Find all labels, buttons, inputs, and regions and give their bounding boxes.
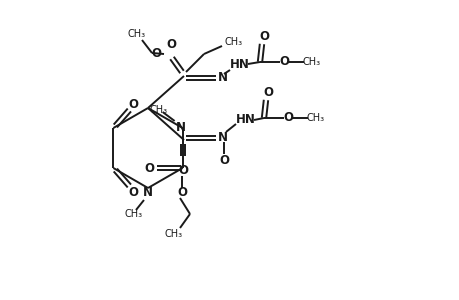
- Text: CH₃: CH₃: [302, 57, 320, 67]
- Text: O: O: [279, 55, 288, 68]
- Text: N: N: [218, 70, 228, 83]
- Text: O: O: [128, 185, 138, 199]
- Text: O: O: [166, 38, 176, 50]
- Text: N: N: [143, 185, 153, 199]
- Text: HN: HN: [235, 112, 255, 125]
- Text: O: O: [282, 110, 292, 124]
- Text: CH₃: CH₃: [306, 113, 325, 123]
- Text: CH₃: CH₃: [165, 229, 183, 239]
- Text: O: O: [263, 85, 272, 98]
- Text: CH₃: CH₃: [224, 37, 242, 47]
- Text: CH₃: CH₃: [149, 105, 168, 115]
- Text: O: O: [258, 29, 269, 43]
- Text: O: O: [177, 185, 187, 199]
- Text: N: N: [218, 130, 228, 143]
- Text: CH₃: CH₃: [128, 29, 146, 39]
- Text: O: O: [151, 46, 161, 59]
- Text: O: O: [178, 164, 188, 176]
- Text: O: O: [144, 161, 154, 175]
- Text: HN: HN: [230, 58, 249, 70]
- Text: O: O: [128, 98, 138, 110]
- Text: N: N: [175, 121, 185, 134]
- Text: CH₃: CH₃: [125, 209, 143, 219]
- Text: O: O: [218, 154, 229, 166]
